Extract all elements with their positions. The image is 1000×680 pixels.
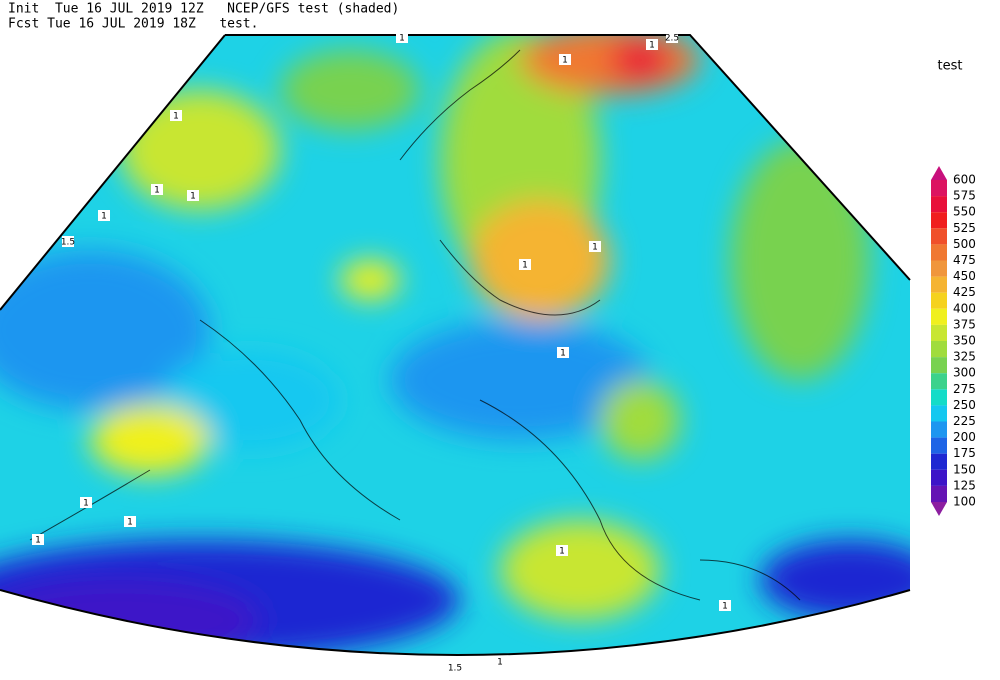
colorbar-swatch	[931, 292, 947, 309]
contour-label-box	[666, 32, 678, 43]
colorbar-label: 150	[953, 462, 976, 476]
contour-label: 1.5	[448, 664, 462, 674]
contour-label-box	[124, 516, 136, 527]
colorbar-label: 250	[953, 398, 976, 412]
colorbar-swatch	[931, 421, 947, 438]
contour-label-box	[98, 210, 110, 221]
colorbar-swatch	[931, 196, 947, 213]
colorbar-label: 100	[953, 495, 976, 509]
colorbar-label: 475	[953, 253, 976, 267]
contour-label: 1	[127, 518, 133, 528]
contour-label: 1	[190, 192, 196, 202]
colorbar-swatch	[931, 308, 947, 325]
contour-label-box	[32, 534, 44, 545]
contour-label: 1	[101, 212, 107, 222]
contour-label: 1	[649, 41, 655, 51]
colorbar-label: 225	[953, 414, 976, 428]
colorbar-label: 350	[953, 334, 976, 348]
colorbar-swatch	[931, 405, 947, 422]
colorbar-label: 200	[953, 430, 976, 444]
colorbar-swatch	[931, 453, 947, 470]
colorbar-label: 425	[953, 285, 976, 299]
colorbar-swatch	[931, 180, 947, 197]
colorbar-swatch	[931, 389, 947, 406]
colorbar-label: 400	[953, 301, 976, 315]
colorbar-label: 300	[953, 366, 976, 380]
colorbar-label: 375	[953, 317, 976, 331]
map-field	[0, 35, 910, 655]
contour-label-box	[449, 662, 461, 673]
colorbar-swatch	[931, 260, 947, 277]
contour-label-box	[559, 54, 571, 65]
contour-label-box	[556, 545, 568, 556]
colorbar-swatch	[931, 437, 947, 454]
colorbar-label: 125	[953, 478, 976, 492]
contour-label-box	[557, 347, 569, 358]
contour-label-box	[646, 39, 658, 50]
contour-label: 1	[83, 499, 89, 509]
contour-label-box	[80, 497, 92, 508]
colorbar-label: 550	[953, 205, 976, 219]
colorbar-label: 175	[953, 446, 976, 460]
contour-label: 1	[562, 56, 568, 66]
contour-label: 2.5	[665, 34, 679, 44]
colorbar-swatch	[931, 469, 947, 486]
colorbar-swatch	[931, 276, 947, 293]
colorbar-arrow	[931, 166, 947, 180]
contour-label: 1	[35, 536, 41, 546]
contour-label-box	[151, 184, 163, 195]
contour-label: 1	[399, 34, 405, 44]
contour-label: 1	[173, 112, 179, 122]
contour-label-box	[719, 600, 731, 611]
contour-label-box	[519, 259, 531, 270]
contour-label-box	[62, 236, 74, 247]
colorbar-swatch	[931, 357, 947, 374]
contour-label: 1	[722, 602, 728, 612]
colorbar-swatch	[931, 244, 947, 261]
contour-label: 1	[154, 186, 160, 196]
colorbar-label: 325	[953, 350, 976, 364]
colorbar-label: 500	[953, 237, 976, 251]
contour-label-box	[187, 190, 199, 201]
contour-label: 1	[497, 658, 503, 668]
contour-label: 1	[560, 349, 566, 359]
colorbar-label: 600	[953, 173, 976, 187]
colorbar-label: 575	[953, 189, 976, 203]
header-line: Fcst Tue 16 JUL 2019 18Z test.	[8, 17, 258, 32]
colorbar-swatch	[931, 485, 947, 502]
colorbar-arrow	[931, 502, 947, 516]
colorbar-label: 275	[953, 382, 976, 396]
contour-label-box	[494, 656, 506, 667]
contour-label: 1.5	[61, 238, 75, 248]
colorbar-swatch	[931, 324, 947, 341]
contour-label-box	[396, 32, 408, 43]
map-border	[0, 34, 911, 656]
colorbar-swatch	[931, 341, 947, 358]
contour-label: 1	[592, 243, 598, 253]
contour-label-box	[589, 241, 601, 252]
contour-label: 1	[522, 261, 528, 271]
header-line: Init Tue 16 JUL 2019 12Z NCEP/GFS test (…	[8, 2, 399, 17]
colorbar-swatch	[931, 212, 947, 229]
colorbar-swatch	[931, 228, 947, 245]
colorbar-label: 450	[953, 269, 976, 283]
contour-label-box	[170, 110, 182, 121]
colorbar-swatch	[931, 373, 947, 390]
legend-title: test	[938, 59, 963, 74]
contour-label: 1	[559, 547, 565, 557]
colorbar-label: 525	[953, 221, 976, 235]
